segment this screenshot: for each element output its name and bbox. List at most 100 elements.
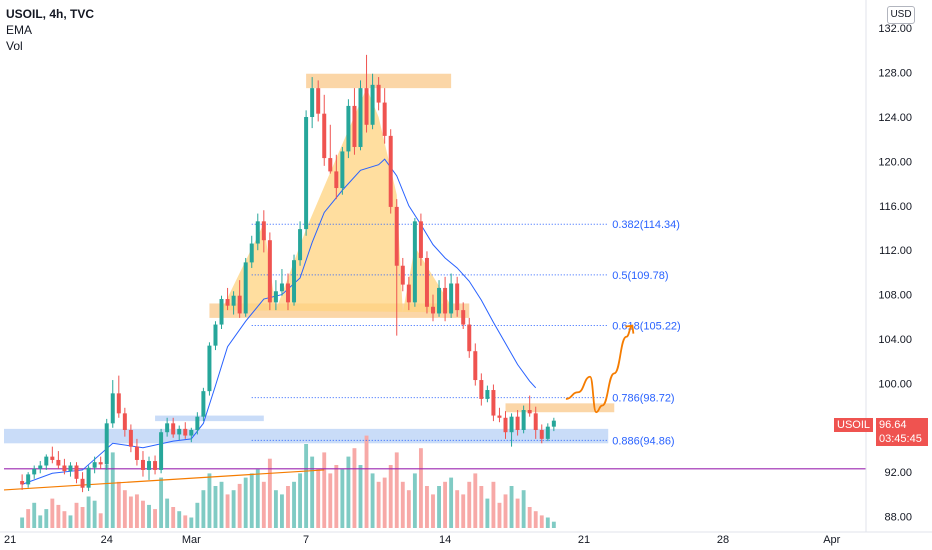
- volume-bar: [449, 477, 454, 528]
- fib-label: 0.618(105.22): [612, 320, 681, 332]
- candle-body: [455, 283, 460, 311]
- candle-body: [527, 410, 532, 414]
- vol-legend[interactable]: Vol: [6, 39, 23, 53]
- candle-body: [189, 429, 194, 436]
- price-tick-label: 116.00: [879, 201, 912, 213]
- volume-bar: [20, 517, 25, 528]
- time-axis[interactable]: 21 24 Mar 7 14 21 28 Apr: [4, 534, 841, 546]
- candle-body: [249, 243, 254, 263]
- candle-body: [183, 428, 188, 436]
- volume-bar: [249, 473, 254, 528]
- candle-body: [473, 351, 478, 381]
- fib-layer: 0.382(114.34) 0.5(109.78) 0.618(105.22) 0.7…: [251, 219, 681, 447]
- candle-body: [394, 206, 399, 266]
- symbol-title[interactable]: USOIL, 4h, TVC: [6, 7, 95, 21]
- time-tick-label: 28: [717, 534, 729, 546]
- volume-bar: [38, 515, 43, 528]
- blue-zone: [4, 428, 609, 444]
- candle-body: [68, 465, 73, 472]
- candle-body: [406, 284, 411, 303]
- volume-bar: [243, 477, 248, 528]
- volume-bar: [346, 456, 351, 528]
- candle-body: [86, 467, 91, 488]
- candle-body: [153, 461, 158, 470]
- candle-body: [213, 324, 218, 346]
- volume-bar: [56, 504, 61, 528]
- candle-body: [147, 461, 152, 470]
- fib-label: 0.5(109.78): [612, 270, 668, 282]
- volume-bar: [358, 465, 363, 528]
- currency-button[interactable]: USD: [887, 6, 915, 24]
- candle-body: [159, 432, 164, 470]
- volume-bar: [292, 481, 296, 528]
- candle-body: [38, 465, 43, 469]
- volume-bar: [406, 490, 411, 528]
- volume-bar: [141, 500, 145, 528]
- volume-bar: [68, 515, 73, 528]
- time-tick-label: Apr: [823, 534, 840, 546]
- volume-bar: [80, 507, 85, 528]
- candle-body: [485, 390, 490, 399]
- candle-body: [449, 283, 454, 314]
- volume-layer: [20, 435, 556, 528]
- candle-body: [74, 465, 79, 479]
- candle-body: [50, 456, 55, 460]
- candle-body: [443, 287, 448, 314]
- candle-body: [539, 429, 544, 439]
- volume-bar: [473, 473, 478, 528]
- candle-body: [279, 283, 284, 292]
- volume-bar: [425, 486, 429, 528]
- volume-bar: [213, 486, 218, 528]
- triangle-pattern: [221, 88, 452, 313]
- candle-body: [515, 416, 520, 430]
- price-axis[interactable]: 132.00 128.00 124.00 120.00 116.00 112.00 108.…: [878, 23, 912, 523]
- candle-body: [431, 306, 435, 314]
- candle-body: [370, 84, 375, 125]
- volume-bar: [497, 502, 502, 528]
- price-tick-label: 112.00: [879, 245, 912, 257]
- trend-line: [3, 469, 325, 491]
- volume-bar: [509, 486, 514, 528]
- candle-body: [346, 105, 351, 152]
- candle-body: [412, 221, 417, 303]
- volume-bar: [418, 448, 423, 528]
- candle-body: [267, 240, 272, 303]
- candle-body: [225, 299, 230, 306]
- horizontal-line-layer: [3, 468, 866, 491]
- volume-bar: [370, 473, 375, 528]
- ema-legend[interactable]: EMA: [6, 23, 33, 37]
- price-tag-value: 96.64: [876, 418, 928, 432]
- volume-bar: [503, 494, 508, 528]
- volume-bar: [128, 496, 133, 528]
- volume-bar: [62, 511, 67, 528]
- time-tick-label: 21: [4, 534, 16, 546]
- volume-bar: [74, 502, 79, 528]
- volume-bar: [273, 490, 278, 528]
- candle-body: [92, 462, 97, 468]
- projection-path: [565, 324, 633, 414]
- candle-body: [116, 393, 121, 414]
- volume-bar: [171, 507, 176, 528]
- candle-body: [437, 287, 442, 314]
- candle-body: [418, 221, 423, 258]
- volume-bar: [521, 490, 526, 528]
- candle-body: [237, 295, 242, 314]
- time-tick-label: Mar: [182, 534, 201, 546]
- candle-body: [44, 456, 49, 466]
- volume-bar: [153, 509, 157, 528]
- volume-bar: [527, 507, 532, 528]
- volume-bar: [32, 502, 37, 528]
- projection-layer: [565, 324, 635, 414]
- volume-bar: [551, 521, 556, 528]
- candle-body: [310, 88, 315, 118]
- price-tick-label: 124.00: [878, 112, 912, 124]
- candle-body: [400, 265, 405, 285]
- candle-body: [340, 151, 345, 189]
- volume-bar: [26, 509, 31, 528]
- candle-body: [497, 415, 502, 418]
- volume-bar: [201, 490, 206, 528]
- volume-bar: [485, 498, 490, 528]
- candle-body: [298, 229, 303, 261]
- volume-bar: [86, 496, 91, 528]
